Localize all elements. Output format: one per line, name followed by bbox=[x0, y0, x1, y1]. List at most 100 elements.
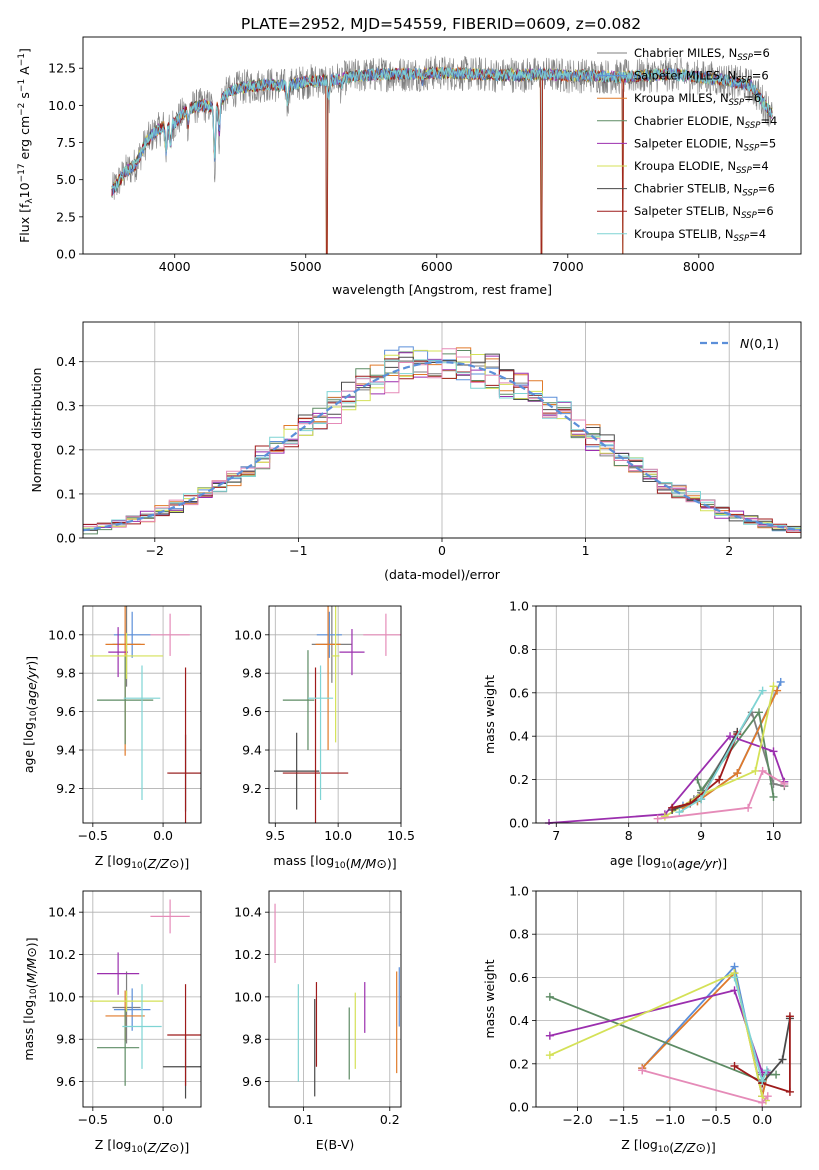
x-tick-label: −0.5 bbox=[78, 828, 108, 843]
legend-label: Kroupa ELODIE, NSSP=4 bbox=[634, 159, 769, 176]
y-axis-label: Normed distribution bbox=[29, 368, 44, 493]
label-subscript: 10 bbox=[29, 988, 39, 1000]
label-part: )] bbox=[706, 1140, 716, 1155]
y-tick-label: 0.2 bbox=[56, 442, 76, 457]
residuals-panel: −2 −1 0 1 2 0.0 0.1 0.2 0.3 0.4 (data-model)/error… bbox=[29, 321, 802, 582]
legend-label-text: Chabrier MILES, N bbox=[634, 46, 737, 60]
y-tick-label: 0.3 bbox=[56, 398, 76, 413]
spectrum-panel: 4000 5000 6000 7000 8000 0.0 2.5 5.0 7.5 10.0 12.5… bbox=[17, 36, 802, 297]
legend-label: Kroupa MILES, NSSP=6 bbox=[634, 91, 761, 108]
y-axis-label-part: erg cm bbox=[17, 116, 32, 164]
y-tick-label: 5.0 bbox=[56, 172, 76, 187]
legend-label-count: =4 bbox=[760, 114, 777, 128]
y-tick-label: 9.8 bbox=[242, 666, 262, 681]
legend-label-count: =5 bbox=[759, 136, 776, 150]
y-tick-label: 0.0 bbox=[56, 247, 76, 262]
legend-label: Chabrier STELIB, NSSP=6 bbox=[634, 182, 775, 199]
label-subscript: 10 bbox=[131, 861, 143, 871]
label-part: )] bbox=[24, 656, 39, 666]
x-tick-label: 0.0 bbox=[153, 1112, 173, 1127]
y-axis-label-part: s bbox=[17, 92, 32, 103]
label-part: )] bbox=[179, 856, 189, 871]
label-part: ( bbox=[346, 856, 351, 871]
x-tick-label: 0.0 bbox=[153, 828, 173, 843]
y-tick-label: 9.6 bbox=[242, 1074, 262, 1089]
label-italic: M/M⊙ bbox=[351, 856, 387, 871]
x-tick-label: −0.5 bbox=[701, 1112, 731, 1127]
y-tick-label: 0.8 bbox=[509, 642, 529, 657]
x-axis-label: E(B-V) bbox=[316, 1137, 355, 1152]
legend-label-count: =6 bbox=[757, 204, 774, 218]
legend-label-sub: SSP bbox=[729, 98, 745, 108]
label-part: log bbox=[112, 1137, 131, 1152]
label-part: ( bbox=[24, 983, 39, 988]
z-age-plot-area bbox=[90, 606, 201, 823]
legend-label-text: Kroupa ELODIE, N bbox=[634, 159, 736, 173]
age-weight-plot-area bbox=[545, 677, 789, 825]
y-tick-label: 2.5 bbox=[56, 209, 76, 224]
x-tick-label: −0.5 bbox=[78, 1112, 108, 1127]
y-axis-label: Flux [fλ10−17 erg cm−2 s−1 A−1] bbox=[17, 48, 35, 243]
weight-line-ss bbox=[734, 1016, 791, 1093]
label-part: mass [ bbox=[273, 853, 315, 868]
y-tick-label: 10.0 bbox=[48, 627, 76, 642]
legend-label-count: =4 bbox=[752, 159, 769, 173]
z-weight-plot-area bbox=[545, 962, 794, 1107]
label-subscript: 10 bbox=[658, 1145, 670, 1155]
label-part: log bbox=[21, 1000, 36, 1019]
x-tick-label: −1.5 bbox=[609, 1112, 639, 1127]
legend-label-args: (0,1) bbox=[749, 336, 779, 351]
x-tick-label: 1 bbox=[582, 543, 590, 558]
label-part: )] bbox=[179, 1140, 189, 1155]
x-tick-label: 8000 bbox=[683, 259, 715, 274]
y-axis-label-part: −2 bbox=[17, 103, 27, 116]
residuals-plot-area bbox=[83, 346, 801, 536]
ebv-mass-panel: 0.1 0.2 9.6 9.8 10.0 10.2 10.4 E(B-V) bbox=[234, 890, 402, 1152]
legend-label-sub: SSP bbox=[734, 234, 750, 244]
spectrum-line-cm bbox=[111, 55, 773, 254]
label-part: )] bbox=[387, 856, 397, 871]
y-tick-label: 0.1 bbox=[56, 486, 76, 501]
y-tick-label: 0.4 bbox=[509, 1013, 529, 1028]
y-axis-label-part: A bbox=[17, 66, 32, 79]
x-tick-label: 10.5 bbox=[387, 828, 415, 843]
y-tick-label: 0.2 bbox=[509, 772, 529, 787]
axes-frame bbox=[82, 605, 202, 824]
axes-frame bbox=[82, 36, 802, 255]
x-tick-label: 0 bbox=[438, 543, 446, 558]
x-tick-label: 8 bbox=[625, 828, 633, 843]
legend-label-sub: SSP bbox=[736, 76, 752, 86]
legend-label: Chabrier MILES, NSSP=6 bbox=[634, 46, 770, 63]
x-tick-label: 0.0 bbox=[752, 1112, 772, 1127]
legend-label-sub: SSP bbox=[745, 121, 761, 131]
y-tick-label: 0.0 bbox=[509, 816, 529, 831]
label-italic: age/yr bbox=[24, 665, 39, 706]
label-italic: M/M⊙ bbox=[24, 947, 39, 983]
y-tick-label: 9.8 bbox=[56, 1032, 76, 1047]
y-tick-label: 10.2 bbox=[48, 947, 76, 962]
x-tick-label: 7 bbox=[552, 828, 560, 843]
weight-line-ke bbox=[549, 972, 767, 1102]
label-part: log bbox=[21, 722, 36, 741]
y-tick-label: 9.2 bbox=[242, 781, 262, 796]
y-tick-label: 1.0 bbox=[509, 884, 529, 899]
x-tick-label: 0.1 bbox=[294, 1112, 314, 1127]
label-italic: Z/Z⊙ bbox=[673, 1140, 706, 1155]
x-tick-label: 2 bbox=[725, 543, 733, 558]
label-part: log bbox=[642, 853, 661, 868]
legend-label-count: =6 bbox=[753, 46, 770, 60]
y-tick-label: 0.8 bbox=[509, 927, 529, 942]
axes-frame bbox=[535, 890, 802, 1108]
y-tick-label: 9.8 bbox=[242, 1032, 262, 1047]
y-tick-label: 12.5 bbox=[48, 61, 76, 76]
legend-label-text: Chabrier ELODIE, N bbox=[634, 114, 745, 128]
label-part: )] bbox=[717, 856, 727, 871]
label-italic: age/yr bbox=[677, 856, 718, 871]
label-subscript: 10 bbox=[131, 1145, 143, 1155]
y-tick-label: 0.0 bbox=[509, 1100, 529, 1115]
x-tick-label: −2 bbox=[146, 543, 164, 558]
figure-title: PLATE=2952, MJD=54559, FIBERID=0609, z=0… bbox=[241, 15, 641, 33]
axes-frame bbox=[535, 605, 802, 824]
